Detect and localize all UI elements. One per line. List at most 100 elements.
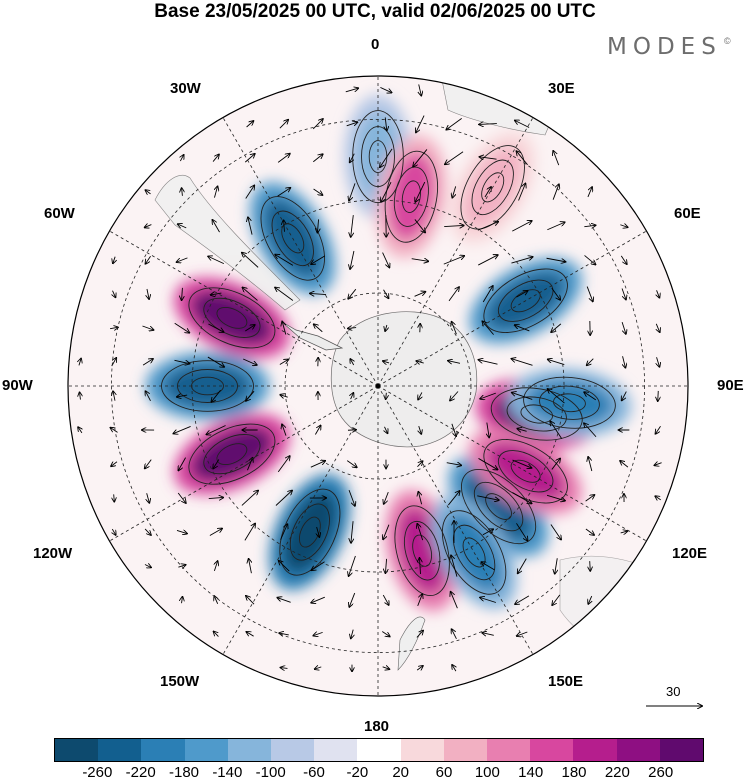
height-contour bbox=[412, 534, 433, 567]
wind-vector bbox=[587, 358, 594, 366]
wind-vector bbox=[551, 287, 560, 300]
height-contour bbox=[403, 520, 441, 581]
wind-vector bbox=[245, 185, 255, 199]
wind-vector bbox=[487, 422, 489, 438]
wind-vector bbox=[380, 87, 391, 92]
wind-vector bbox=[277, 188, 291, 197]
wind-vector bbox=[416, 666, 423, 670]
positive-anomaly bbox=[388, 153, 435, 241]
wind-vector bbox=[655, 425, 661, 434]
wind-vector bbox=[414, 219, 425, 232]
wind-vector bbox=[279, 360, 288, 365]
negative-anomaly bbox=[282, 491, 338, 574]
height-contour bbox=[490, 387, 583, 441]
wind-vector bbox=[313, 188, 323, 195]
wind-vector bbox=[382, 252, 390, 268]
wind-vector bbox=[311, 596, 325, 603]
height-contour bbox=[289, 503, 330, 561]
wind-vector bbox=[515, 325, 530, 332]
height-contour bbox=[485, 493, 512, 520]
wind-vector bbox=[517, 429, 527, 432]
wind-vector bbox=[586, 286, 593, 302]
wind-vector bbox=[178, 457, 186, 471]
meridian-line bbox=[222, 117, 379, 387]
wind-vector bbox=[279, 633, 289, 635]
wind-vector bbox=[479, 157, 497, 159]
wind-vector bbox=[381, 182, 392, 202]
wind-vector bbox=[419, 558, 420, 575]
wind-vector bbox=[444, 225, 464, 226]
meridian-line bbox=[109, 230, 379, 387]
wind-vector bbox=[275, 288, 294, 301]
wind-vector bbox=[451, 592, 458, 609]
wind-vector bbox=[555, 558, 558, 573]
height-contour bbox=[520, 404, 554, 424]
wind-vector bbox=[546, 494, 565, 500]
colorbar-tick-label: 220 bbox=[604, 764, 630, 781]
wind-vector bbox=[416, 115, 425, 133]
height-contour bbox=[279, 488, 341, 576]
wind-vector bbox=[242, 358, 257, 365]
wind-vector bbox=[281, 668, 288, 669]
wind-vector bbox=[111, 462, 118, 466]
wind-vector bbox=[142, 359, 153, 366]
wind-vector bbox=[417, 594, 423, 607]
wind-vector bbox=[446, 118, 462, 129]
wind-vector bbox=[180, 155, 183, 162]
wind-vector bbox=[518, 558, 527, 574]
wind-vector bbox=[448, 287, 459, 302]
wind-vector bbox=[351, 215, 354, 237]
meridian-line bbox=[222, 385, 379, 655]
wind-vector bbox=[145, 225, 152, 228]
height-contour bbox=[188, 423, 276, 485]
wind-vector bbox=[384, 491, 389, 504]
wind-vector bbox=[242, 253, 259, 268]
wind-vector bbox=[213, 459, 220, 469]
wind-vector bbox=[417, 461, 422, 468]
wind-vector bbox=[414, 292, 426, 297]
wind-vector bbox=[176, 530, 187, 533]
wind-vector bbox=[245, 325, 254, 332]
lon-label-90w: 90W bbox=[2, 377, 33, 394]
wind-vector bbox=[311, 255, 326, 264]
wind-vector bbox=[349, 592, 356, 607]
wind-vector bbox=[480, 392, 496, 399]
wind-vector bbox=[113, 391, 115, 401]
height-contour bbox=[394, 505, 450, 597]
colorbar-swatch bbox=[443, 739, 488, 761]
wind-vector bbox=[621, 288, 626, 299]
wind-vector bbox=[655, 496, 661, 500]
wind-vector bbox=[512, 492, 531, 504]
wind-vector bbox=[246, 121, 254, 128]
wind-vector bbox=[478, 255, 498, 266]
wind-vector bbox=[147, 493, 150, 503]
wind-vector bbox=[310, 461, 325, 468]
colorbar-tick-label: -100 bbox=[255, 764, 286, 781]
wind-vector bbox=[445, 151, 464, 164]
wind-vector bbox=[518, 184, 526, 201]
wind-vector bbox=[482, 286, 493, 303]
wind-vector bbox=[246, 390, 255, 401]
wind-vector bbox=[452, 186, 455, 197]
wind-vector bbox=[517, 631, 528, 636]
wind-vector bbox=[209, 529, 222, 536]
wind-vector bbox=[413, 149, 428, 166]
wind-vector bbox=[552, 594, 561, 605]
lon-label-150e: 150E bbox=[548, 673, 584, 690]
wind-vector bbox=[348, 328, 357, 329]
wind-vector bbox=[350, 250, 355, 269]
wind-vector bbox=[380, 148, 393, 167]
anomaly-field bbox=[68, 76, 688, 696]
wind-vector bbox=[113, 256, 115, 264]
wind-vector bbox=[512, 393, 533, 400]
wind-vector bbox=[275, 491, 292, 506]
wind-vector bbox=[654, 463, 662, 466]
lon-label-180: 180 bbox=[364, 718, 390, 735]
positive-anomaly bbox=[190, 290, 273, 346]
height-contour bbox=[460, 145, 525, 230]
wind-vector bbox=[552, 184, 559, 200]
wind-vector bbox=[177, 492, 186, 503]
colorbar-swatch bbox=[314, 739, 358, 761]
wind-vector bbox=[658, 390, 659, 401]
